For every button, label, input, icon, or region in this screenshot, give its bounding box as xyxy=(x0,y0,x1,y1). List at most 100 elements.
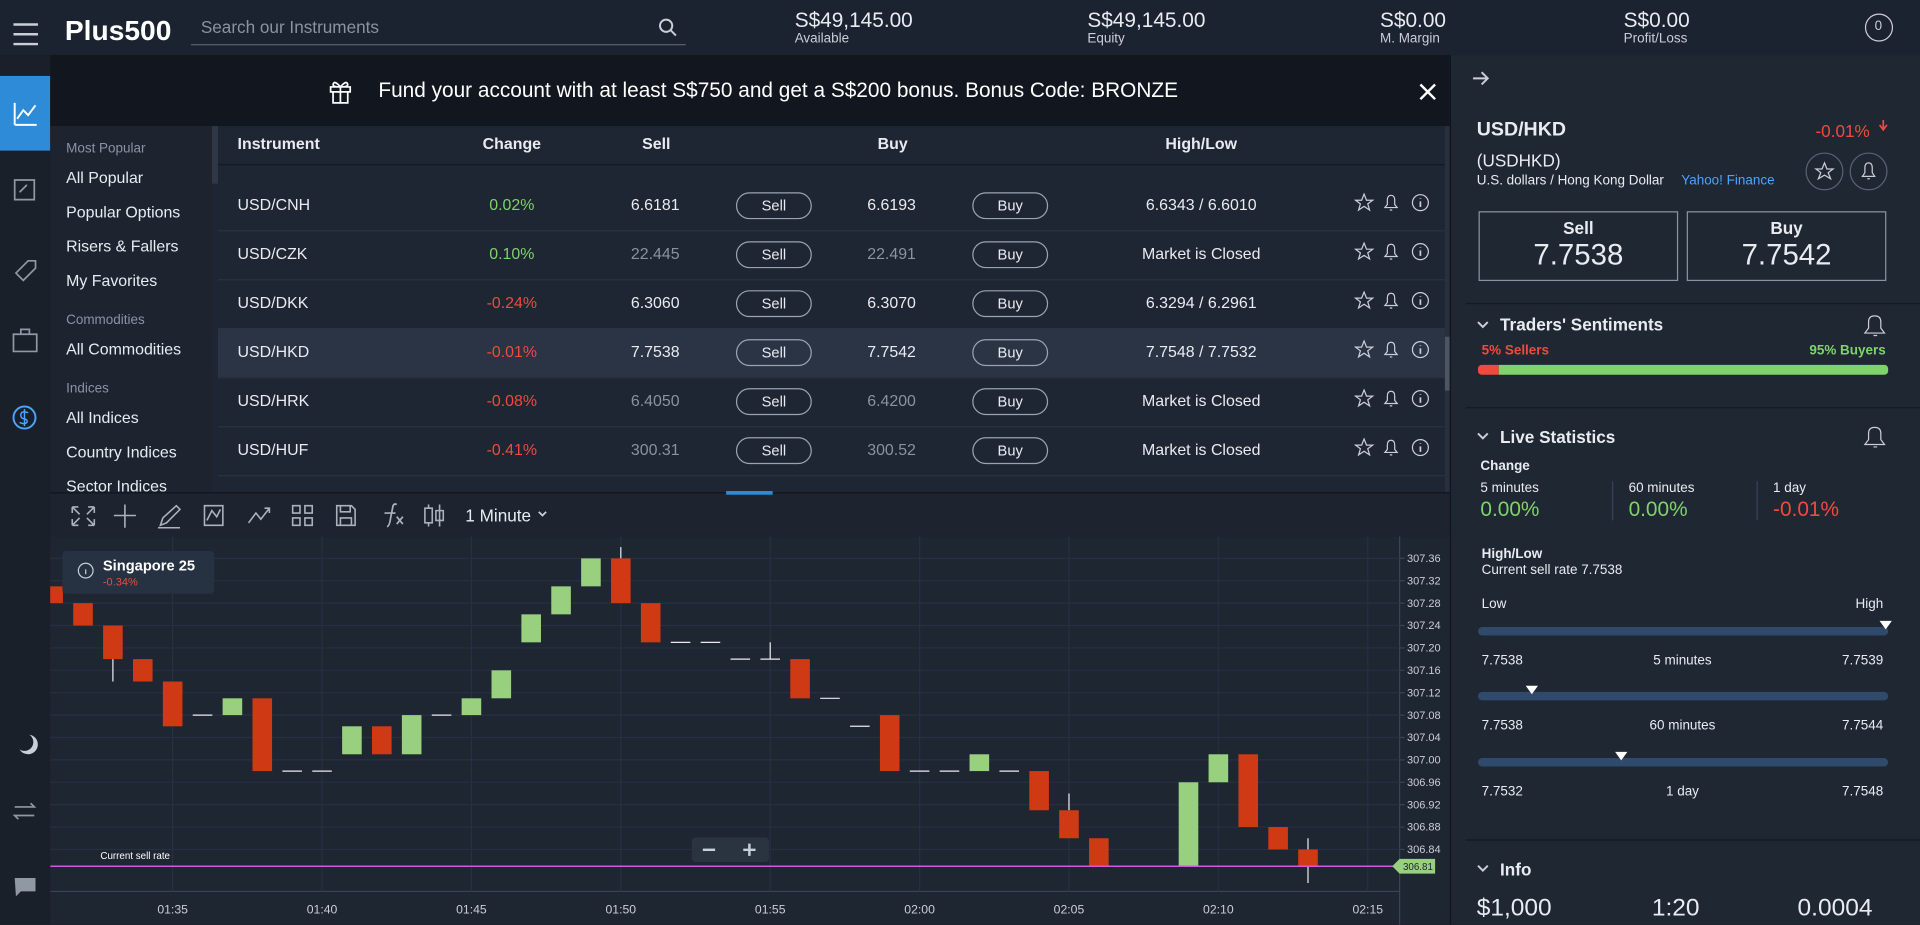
account-stat-label: Available xyxy=(794,31,850,47)
menu-button[interactable] xyxy=(12,22,39,46)
row-actions[interactable] xyxy=(1353,192,1432,219)
range-low: 7.7532 xyxy=(1481,784,1523,800)
menu-heading: Most Popular xyxy=(66,141,146,157)
high-low: Market is Closed xyxy=(1141,244,1261,263)
candle-body xyxy=(521,614,541,643)
buy-button[interactable]: Buy xyxy=(972,437,1049,465)
search-icon[interactable] xyxy=(658,17,678,37)
sell-box[interactable] xyxy=(1478,211,1679,282)
buy-button[interactable]: Buy xyxy=(972,388,1049,416)
y-tick-label: 307.36 xyxy=(1407,553,1441,565)
resize-handle[interactable] xyxy=(726,491,773,495)
panel-graphics xyxy=(1465,71,1920,872)
buy-price: 300.52 xyxy=(867,440,916,459)
instrument-name[interactable]: USD/CZK xyxy=(237,244,308,263)
panel-source[interactable]: Yahoo! Finance xyxy=(1681,173,1775,189)
current-rate-label: Current sell rate xyxy=(100,851,170,862)
row-actions[interactable] xyxy=(1353,241,1432,268)
buy-box[interactable] xyxy=(1686,211,1887,282)
search-placeholder[interactable]: Search our Instruments xyxy=(200,17,379,37)
row-divider xyxy=(217,230,1445,232)
candle-body xyxy=(461,698,482,716)
chart-title: Singapore 25 xyxy=(103,559,195,575)
sell-button[interactable]: Sell xyxy=(735,388,812,416)
instrument-name[interactable]: USD/DKK xyxy=(237,293,309,312)
menu-item[interactable]: All Indices xyxy=(66,408,139,427)
toolbar-icons[interactable] xyxy=(50,493,589,537)
scroll-thumb[interactable] xyxy=(1444,336,1450,391)
sell-price: 6.3060 xyxy=(630,293,680,312)
buy-button[interactable]: Buy xyxy=(972,290,1049,318)
menu-item[interactable]: Sector Indices xyxy=(66,476,167,493)
range-period: 1 day xyxy=(1665,784,1699,800)
column-header: Change xyxy=(482,134,542,153)
section-title: Traders' Sentiments xyxy=(1500,314,1664,335)
candle-body xyxy=(790,659,810,699)
row-actions[interactable] xyxy=(1353,339,1432,366)
menu-item[interactable]: Risers & Fallers xyxy=(66,236,179,256)
chart-subtitle: -0.34% xyxy=(103,576,138,588)
buy-price: 6.3070 xyxy=(867,293,916,312)
header-divider xyxy=(217,164,1445,166)
candle-body xyxy=(372,726,392,755)
account-stat-value: S$49,145.00 xyxy=(794,8,913,33)
range-marker xyxy=(1615,751,1628,761)
column-header: Instrument xyxy=(237,134,320,153)
buy-rate: 7.7542 xyxy=(1741,239,1832,273)
x-tick-label: 02:00 xyxy=(904,902,935,916)
candle-body xyxy=(50,586,63,604)
info-value: 0.0004 xyxy=(1797,894,1873,922)
interval-selector[interactable]: 1 Minute xyxy=(465,505,532,526)
close-banner[interactable] xyxy=(1419,83,1436,101)
row-actions[interactable] xyxy=(1353,290,1432,317)
panel-code: (USDHKD) xyxy=(1476,150,1561,171)
category-menu: Most Popular All Popular Popular Options Ri… xyxy=(50,126,212,493)
account-stat-value: S$0.00 xyxy=(1380,8,1446,33)
menu-item[interactable]: My Favorites xyxy=(66,271,158,290)
instrument-name[interactable]: USD/HKD xyxy=(237,342,310,361)
row-actions[interactable] xyxy=(1353,437,1432,464)
y-tick-label: 307.20 xyxy=(1407,643,1441,655)
rail-icons xyxy=(12,102,38,897)
menu-heading: Commodities xyxy=(66,313,145,328)
top-bar: Plus500 Search our Instruments S$49,145.00… xyxy=(0,0,1920,57)
y-tick-label: 307.08 xyxy=(1407,710,1441,722)
candle-body xyxy=(162,681,183,727)
menu-item[interactable]: Country Indices xyxy=(66,442,177,462)
sell-button[interactable]: Sell xyxy=(735,241,812,269)
x-tick-label: 01:35 xyxy=(157,902,188,916)
buyers-bar xyxy=(1498,364,1889,375)
sell-button[interactable]: Sell xyxy=(735,339,812,367)
instrument-name[interactable]: USD/HUF xyxy=(237,440,309,459)
change-heading: Change xyxy=(1480,458,1530,474)
candle-body xyxy=(491,670,512,699)
high-label: High xyxy=(1855,597,1884,612)
range-track xyxy=(1477,691,1889,701)
row-actions[interactable] xyxy=(1353,388,1432,415)
buy-button[interactable]: Buy xyxy=(972,339,1049,367)
notification-badge[interactable] xyxy=(1864,12,1895,43)
change-value: -0.01% xyxy=(1773,497,1840,521)
x-tick-label: 01:45 xyxy=(456,902,487,916)
buy-label: Buy xyxy=(1770,217,1803,238)
menu-item[interactable]: Popular Options xyxy=(66,202,181,222)
menu-item[interactable]: All Popular xyxy=(66,168,144,187)
selected-row xyxy=(217,328,1445,378)
instrument-panel: USD/HKD -0.01% (USDHKD) U.S. dollars / Hong… xyxy=(1449,55,1920,925)
buy-button[interactable]: Buy xyxy=(972,192,1049,220)
scrollbar xyxy=(1444,126,1450,493)
range-period: 60 minutes xyxy=(1649,718,1716,734)
section-title: Info xyxy=(1500,859,1532,880)
buy-button[interactable]: Buy xyxy=(972,241,1049,269)
badge-info-icon xyxy=(77,562,94,579)
buy-price: 6.4200 xyxy=(867,391,916,410)
high-low: 7.7548 / 7.7532 xyxy=(1145,342,1257,361)
search-underline xyxy=(191,44,686,46)
instrument-name[interactable]: USD/CNH xyxy=(237,195,311,214)
sell-button[interactable]: Sell xyxy=(735,192,812,220)
sell-button[interactable]: Sell xyxy=(735,437,812,465)
sell-button[interactable]: Sell xyxy=(735,290,812,318)
menu-item[interactable]: All Commodities xyxy=(66,339,182,359)
instrument-name[interactable]: USD/HRK xyxy=(237,391,310,410)
price-chart: 307.36 307.32 307.28 307.24 307.20 307.16 307.… xyxy=(50,536,1450,925)
